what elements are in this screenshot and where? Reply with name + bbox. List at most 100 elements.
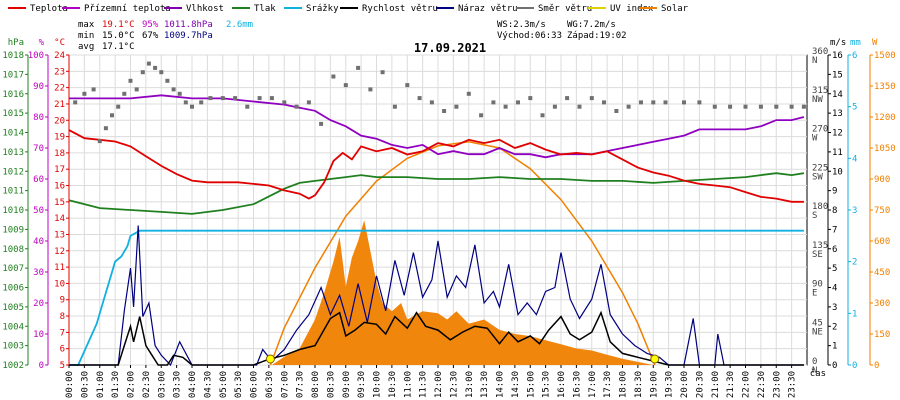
smer-point [140, 70, 145, 75]
axis-hpa-tick-label: 1008 [2, 245, 24, 255]
axis-dir-name: W [812, 134, 818, 144]
sunrise-marker [265, 354, 275, 364]
axis-ms-tick-label: 7 [832, 225, 837, 235]
smer-point [565, 96, 570, 101]
wind-gust-info: WG:7.2m/s [567, 20, 616, 30]
smer-point [801, 104, 806, 109]
sunset-marker [650, 354, 660, 364]
axis-x-tick-label: 20:00 [680, 371, 690, 398]
smer-point [417, 96, 422, 101]
axis-x-tick-label: 23:30 [788, 371, 798, 398]
smer-point [380, 70, 385, 75]
axis-ms-tick-label: 5 [832, 264, 837, 274]
smer-point [110, 113, 114, 118]
axis-ms-tick-label: 12 [832, 129, 843, 139]
stat-min-label: min [78, 31, 94, 41]
axis-ms-tick-label: 2 [832, 322, 837, 332]
smer-point [712, 104, 717, 109]
smer-point [245, 104, 250, 109]
axis-x-tick-label: 02:00 [127, 371, 137, 398]
axis-w-tick-label: 150 [874, 330, 890, 340]
axis-hpa-tick-label: 1013 [2, 148, 24, 158]
smer-point [743, 104, 748, 109]
axis-x-tick-label: 06:30 [265, 371, 275, 398]
axis-x-tick-label: 16:30 [572, 371, 582, 398]
smer-point [319, 121, 324, 126]
smer-point [269, 96, 274, 101]
axis-ms-tick-label: 9 [832, 187, 837, 197]
axis-hpa-tick-label: 1005 [2, 303, 24, 313]
series-vlhkost [69, 94, 805, 159]
axis-dir-name: N [812, 366, 817, 376]
axis-x-tick-label: 05:00 [219, 371, 229, 398]
axis-x-tick-label: 19:00 [649, 371, 659, 398]
stats-block: max 19.1°C 95% 1011.8hPa 2.6mm min 15.0°… [78, 20, 253, 52]
axis-x-tick-label: 17:00 [588, 371, 598, 398]
axis-hpa-tick-label: 1015 [2, 109, 24, 119]
wind-info: WS:2.3m/s WG:7.2m/s Východ:06:33 Západ:1… [497, 20, 627, 41]
axis-x-tick-label: 03:00 [157, 371, 167, 398]
smer-point [257, 96, 262, 101]
axis-x-tick-label: 07:00 [280, 371, 290, 398]
axis-pct-tick-label: 10 [33, 330, 44, 340]
axis-dir-deg: 90 [812, 280, 823, 290]
axis-x-tick-label: 10:00 [373, 371, 383, 398]
series-solar-theory [269, 141, 656, 366]
smer-point [516, 100, 520, 105]
smer-point [103, 126, 108, 131]
axis-x-tick-label: 07:30 [296, 371, 306, 398]
legend: Teplota Přízemní teplota Vlhkost Tlak Srážky… [8, 4, 689, 14]
axis-x-tick-label: 09:00 [342, 371, 352, 398]
smer-point [116, 104, 121, 109]
axis-ms-tick-label: 8 [832, 206, 837, 216]
series-teplota [68, 129, 804, 203]
axis-ms-tick-label: 15 [832, 70, 843, 80]
axis-dir-deg: 270 [812, 125, 828, 135]
stat-max-press: 1011.8hPa [164, 20, 213, 30]
smer-point [682, 100, 686, 105]
axis-x-tick-label: 06:00 [250, 371, 260, 398]
series-solar [271, 220, 654, 365]
legend-label-teplota: Teplota [30, 4, 68, 14]
axis-x-tick-label: 04:00 [188, 371, 198, 398]
axis-ms-tick-label: 10 [832, 167, 843, 177]
axis-hpa-tick-label: 1012 [2, 167, 24, 177]
axis-temp-tick-label: 10 [54, 279, 65, 289]
axis-pct-tick-label: 100 [28, 51, 44, 61]
axis-pct-tick-label: 0 [39, 361, 44, 371]
smer-point [774, 104, 779, 109]
axis-mm-tick-label: 5 [852, 103, 857, 113]
axis-x-tick-label: 16:00 [557, 371, 567, 398]
legend-label-pocitova: Přízemní teplota [84, 4, 171, 14]
axis-ms-tick-label: 3 [832, 303, 837, 313]
axis-x-tick-label: 03:30 [173, 371, 183, 398]
smer-point [165, 78, 170, 83]
smer-point [540, 113, 545, 118]
stat-min-temp: 15.0°C [102, 31, 135, 41]
smer-point [356, 65, 361, 70]
axis-x-tick-label: 14:30 [511, 371, 521, 398]
smer-point [429, 100, 434, 105]
axis-x-label: čas [810, 368, 826, 379]
axis-pct-tick-label: 70 [33, 144, 44, 154]
axis-w-tick-label: 900 [874, 175, 890, 185]
axis-temp-tick-label: 6 [60, 345, 65, 355]
axis-x-tick-label: 17:30 [603, 371, 613, 398]
smer-point [208, 96, 213, 101]
smer-point [614, 109, 619, 113]
axis-mm-label: mm [850, 38, 861, 48]
axis-temp-tick-label: 5 [60, 361, 65, 371]
stat-min-press: 1009.7hPa [164, 31, 213, 41]
axis-x-tick-label: 13:00 [465, 371, 475, 398]
axis-ms-tick-label: 13 [832, 109, 843, 119]
axis-x-tick-label: 08:30 [326, 371, 336, 398]
sunset-info: Západ:19:02 [567, 31, 627, 41]
smer-point [626, 104, 631, 109]
axis-hpa-tick-label: 1006 [2, 284, 24, 294]
smer-point [789, 104, 794, 109]
axis-x-tick-label: 18:00 [619, 371, 629, 398]
smer-point [159, 70, 164, 75]
smer-point [466, 91, 471, 96]
axis-ms-tick-label: 14 [832, 90, 843, 100]
